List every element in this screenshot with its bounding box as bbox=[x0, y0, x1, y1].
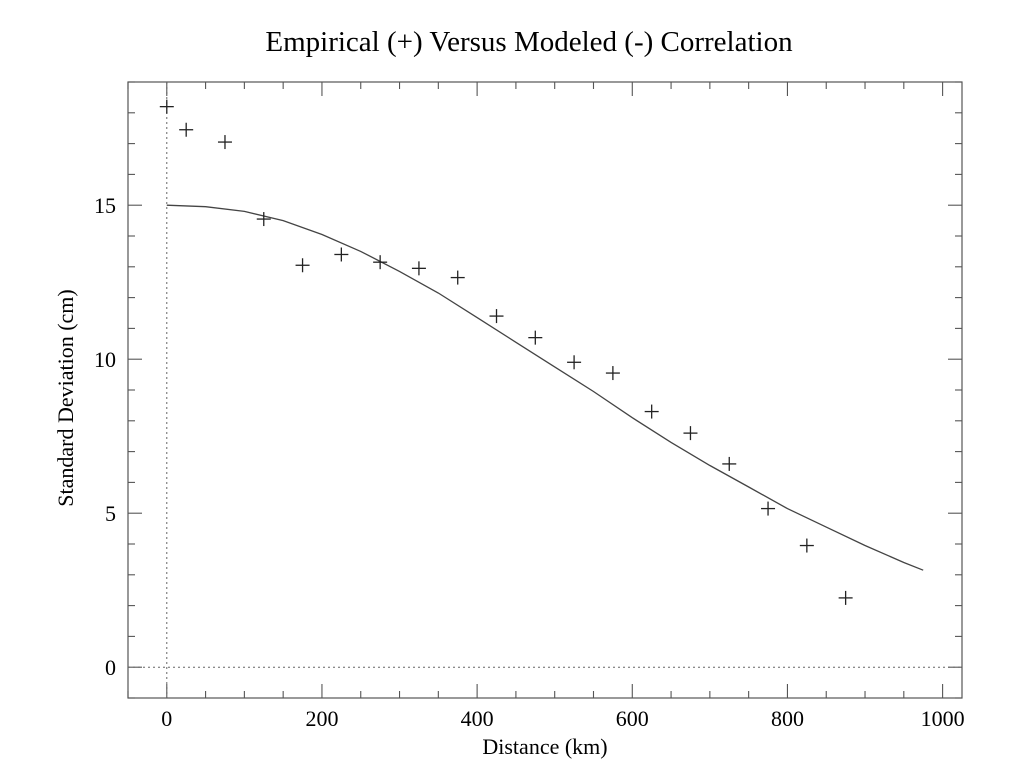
data-point bbox=[644, 404, 659, 419]
data-point bbox=[334, 247, 349, 262]
x-tick-label: 1000 bbox=[921, 706, 965, 731]
data-point bbox=[838, 590, 853, 605]
model-line bbox=[166, 204, 924, 571]
data-point bbox=[567, 355, 582, 370]
data-point bbox=[159, 99, 174, 114]
x-tick-label: 600 bbox=[616, 706, 649, 731]
data-point bbox=[761, 501, 776, 516]
data-point bbox=[256, 212, 271, 227]
x-tick-label: 400 bbox=[461, 706, 494, 731]
data-point bbox=[179, 122, 194, 137]
data-point bbox=[605, 366, 620, 381]
x-tick-label: 800 bbox=[771, 706, 804, 731]
y-tick-label: 15 bbox=[94, 193, 116, 218]
x-tick-label: 0 bbox=[161, 706, 172, 731]
chart-title: Empirical (+) Versus Modeled (-) Correla… bbox=[265, 26, 793, 58]
y-axis-label: Standard Deviation (cm) bbox=[53, 289, 78, 507]
y-tick-label: 5 bbox=[105, 501, 116, 526]
plot-frame bbox=[127, 81, 963, 699]
x-tick-label: 200 bbox=[305, 706, 338, 731]
data-point bbox=[528, 330, 543, 345]
data-point bbox=[217, 135, 232, 150]
data-point bbox=[450, 270, 465, 285]
data-point bbox=[799, 538, 814, 553]
data-point bbox=[683, 426, 698, 441]
y-tick-label: 0 bbox=[105, 655, 116, 680]
data-point bbox=[489, 309, 504, 324]
data-point bbox=[295, 258, 310, 273]
data-point bbox=[373, 255, 388, 270]
x-axis-label: Distance (km) bbox=[482, 734, 607, 759]
data-point bbox=[411, 261, 426, 276]
data-point bbox=[722, 456, 737, 471]
y-tick-label: 10 bbox=[94, 347, 116, 372]
